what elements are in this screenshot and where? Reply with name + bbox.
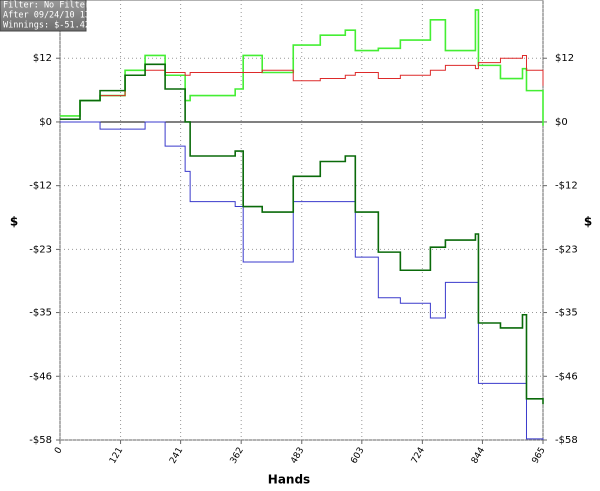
x-tick-label: 362	[229, 446, 246, 466]
info-line: After 09/24/10 13:18:00	[3, 11, 121, 21]
x-tick-label: 241	[168, 446, 185, 466]
y-tick-label: -$12	[29, 181, 52, 192]
x-tick-label: 121	[108, 446, 125, 466]
y2-tick-label: -$23	[555, 244, 578, 255]
x-axis-label: Hands	[268, 473, 310, 487]
info-line: Winnings: $-51.42	[3, 21, 90, 31]
info-background	[0, 0, 87, 32]
y-tick-label: -$46	[29, 371, 52, 382]
x-tick-label: 0	[53, 446, 65, 456]
x-tick-label: 965	[531, 446, 548, 466]
series-line	[60, 63, 544, 405]
x-tick-label: 724	[410, 446, 427, 466]
y-tick-label: -$58	[29, 435, 52, 446]
plot-area: $12 $12 $0 $0 -$12 -$12 -$23 -$23 -$35 -$35 -$46 -$…	[29, 0, 578, 466]
info-box: Filter: No Filter After 09/24/10 13:18:0…	[0, 0, 121, 32]
x-tick-label: 483	[289, 446, 306, 466]
y-tick-label: -$35	[29, 308, 52, 319]
y2-tick-label: $0	[555, 117, 568, 128]
y2-tick-label: -$35	[555, 308, 578, 319]
info-line: Filter: No Filter	[3, 1, 90, 11]
y2-tick-label: $12	[555, 53, 574, 64]
y2-tick-label: -$46	[555, 371, 578, 382]
x-tick-label: 603	[349, 446, 366, 466]
y2-tick-label: -$58	[555, 435, 578, 446]
y2-axis-label: $	[584, 215, 592, 229]
x-tick-label: 844	[470, 446, 487, 466]
y-tick-label: -$23	[29, 244, 52, 255]
y-axis-label: $	[10, 215, 18, 229]
y-tick-label: $12	[33, 53, 52, 64]
y2-tick-label: -$12	[555, 181, 578, 192]
y-tick-label: $0	[39, 117, 52, 128]
